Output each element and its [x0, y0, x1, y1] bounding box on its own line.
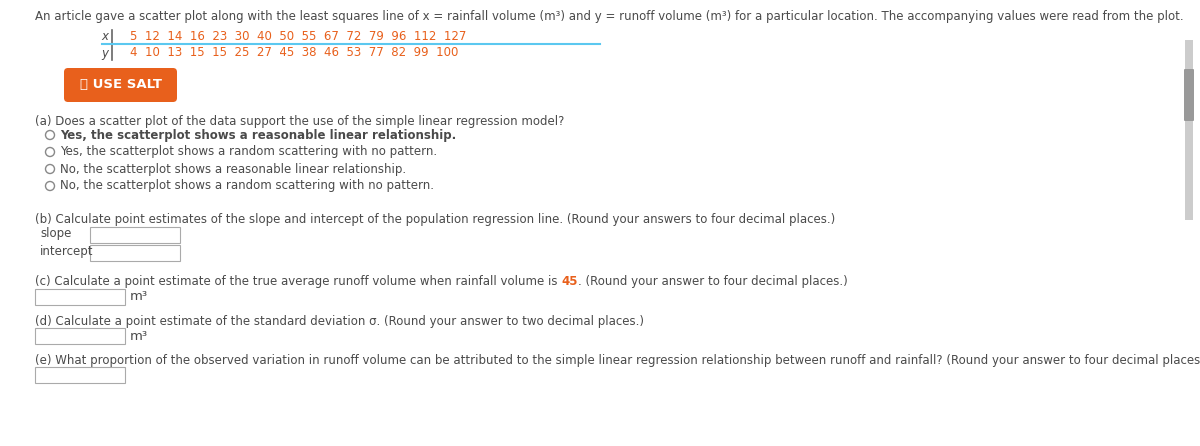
- Text: Yes, the scatterplot shows a reasonable linear relationship.: Yes, the scatterplot shows a reasonable …: [60, 128, 456, 141]
- Text: m³: m³: [130, 290, 148, 303]
- Text: 5  12  14  16  23  30  40  50  55  67  72  79  96  112  127: 5 12 14 16 23 30 40 50 55 67 72 79 96 11…: [130, 30, 467, 44]
- Text: intercept: intercept: [40, 245, 94, 259]
- Text: (d) Calculate a point estimate of the standard deviation σ. (Round your answer t: (d) Calculate a point estimate of the st…: [35, 315, 644, 328]
- Text: y: y: [101, 46, 108, 59]
- Bar: [90, 245, 180, 261]
- Text: x: x: [101, 30, 108, 44]
- Text: (e) What proportion of the observed variation in runoff volume can be attributed: (e) What proportion of the observed vari…: [35, 354, 1200, 367]
- Text: No, the scatterplot shows a random scattering with no pattern.: No, the scatterplot shows a random scatt…: [60, 179, 434, 193]
- Text: slope: slope: [40, 227, 71, 240]
- Text: m³: m³: [130, 330, 148, 343]
- FancyBboxPatch shape: [64, 68, 178, 102]
- Text: 4  10  13  15  15  25  27  45  38  46  53  77  82  99  100: 4 10 13 15 15 25 27 45 38 46 53 77 82 99…: [130, 46, 458, 59]
- Circle shape: [46, 182, 54, 190]
- Text: Yes, the scatterplot shows a random scattering with no pattern.: Yes, the scatterplot shows a random scat…: [60, 145, 437, 158]
- Bar: [90, 227, 180, 243]
- Bar: [35, 367, 125, 383]
- Circle shape: [46, 165, 54, 173]
- Circle shape: [46, 131, 54, 140]
- Text: . (Round your answer to four decimal places.): . (Round your answer to four decimal pla…: [577, 275, 847, 288]
- Text: (a) Does a scatter plot of the data support the use of the simple linear regress: (a) Does a scatter plot of the data supp…: [35, 115, 564, 128]
- Bar: [35, 289, 125, 305]
- Text: 45: 45: [562, 275, 577, 288]
- Circle shape: [46, 148, 54, 157]
- Text: An article gave a scatter plot along with the least squares line of x = rainfall: An article gave a scatter plot along wit…: [35, 10, 1183, 23]
- FancyBboxPatch shape: [1184, 69, 1194, 121]
- Text: ⨠ USE SALT: ⨠ USE SALT: [79, 78, 162, 91]
- Text: (b) Calculate point estimates of the slope and intercept of the population regre: (b) Calculate point estimates of the slo…: [35, 213, 835, 226]
- Text: (c) Calculate a point estimate of the true average runoff volume when rainfall v: (c) Calculate a point estimate of the tr…: [35, 275, 562, 288]
- Bar: [35, 328, 125, 344]
- Bar: [1186, 40, 1193, 220]
- Text: No, the scatterplot shows a reasonable linear relationship.: No, the scatterplot shows a reasonable l…: [60, 162, 406, 175]
